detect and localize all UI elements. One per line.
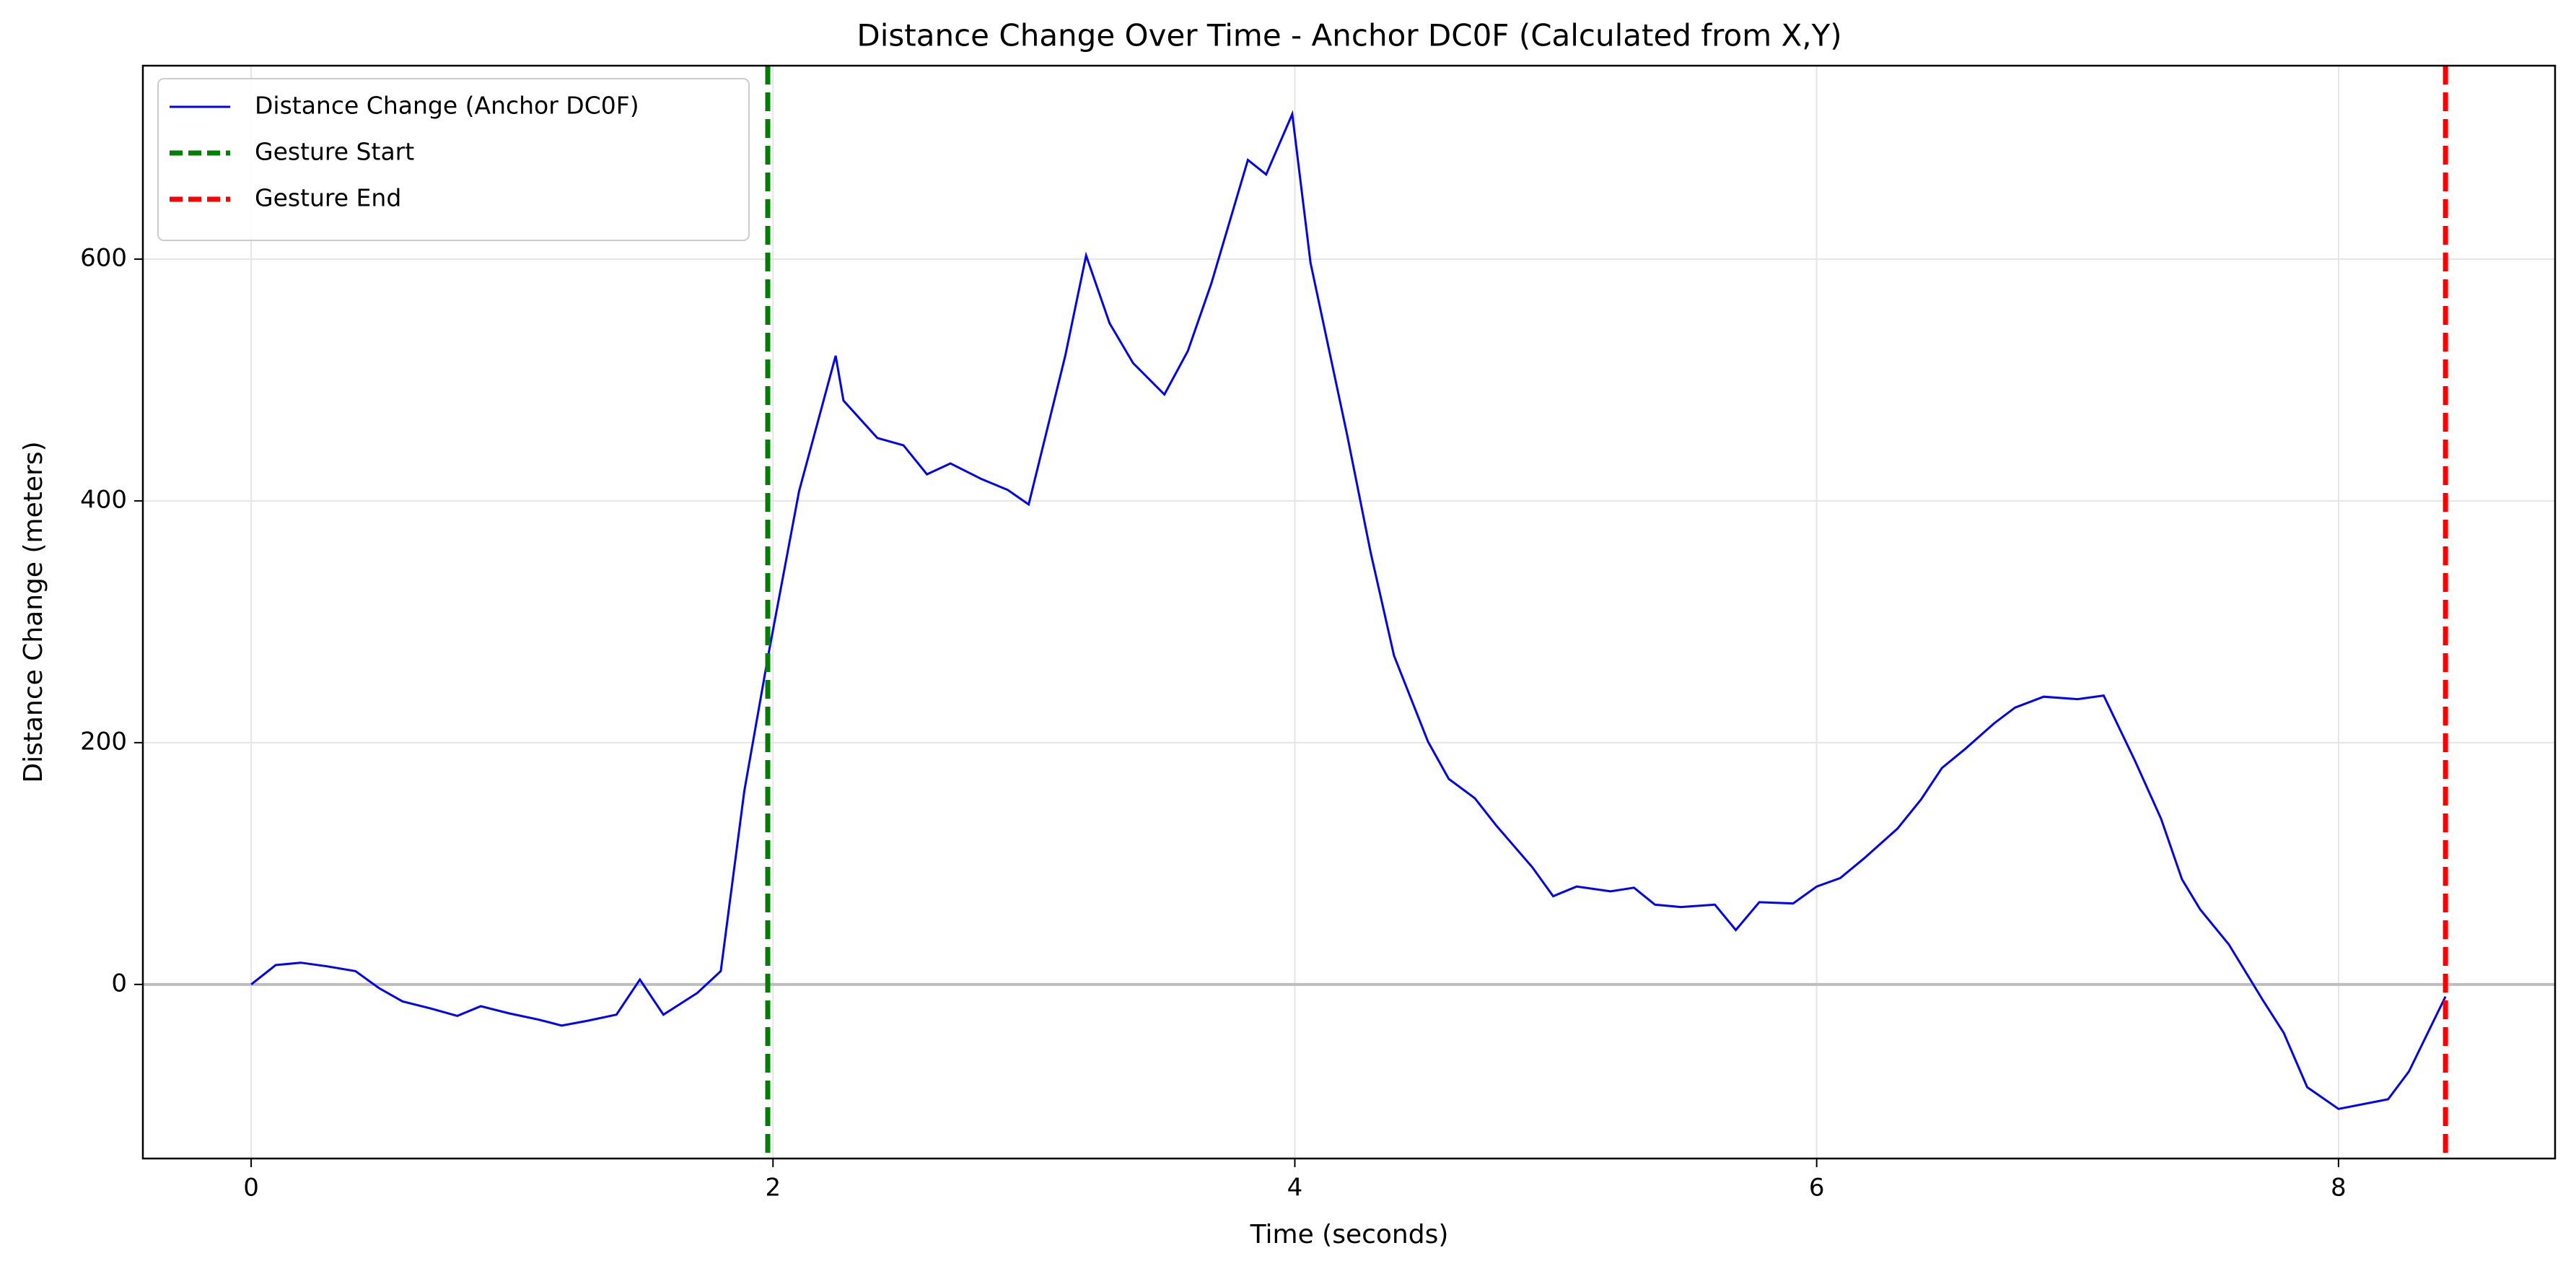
y-tick-label: 600 [80, 243, 127, 272]
y-tick-label: 0 [111, 969, 127, 998]
y-tick-label: 200 [80, 727, 127, 756]
x-tick-label: 2 [765, 1174, 781, 1203]
x-tick-label: 0 [243, 1174, 259, 1203]
x-axis-label: Time (seconds) [1250, 1220, 1449, 1249]
chart-title: Distance Change Over Time - Anchor DC0F … [857, 18, 1841, 53]
legend-box [157, 78, 750, 241]
plot-frame [141, 64, 2557, 1160]
x-tick-label: 4 [1287, 1174, 1303, 1203]
y-axis-label: Distance Change (meters) [19, 441, 48, 782]
legend-label: Distance Change (Anchor DC0F) [255, 92, 639, 120]
x-tick-label: 6 [1809, 1174, 1825, 1203]
data-line [250, 110, 2447, 1110]
y-tick-label: 400 [80, 485, 127, 514]
legend-label: Gesture Start [255, 138, 414, 166]
legend-label: Gesture End [255, 184, 401, 212]
x-tick-label: 8 [2331, 1174, 2347, 1203]
